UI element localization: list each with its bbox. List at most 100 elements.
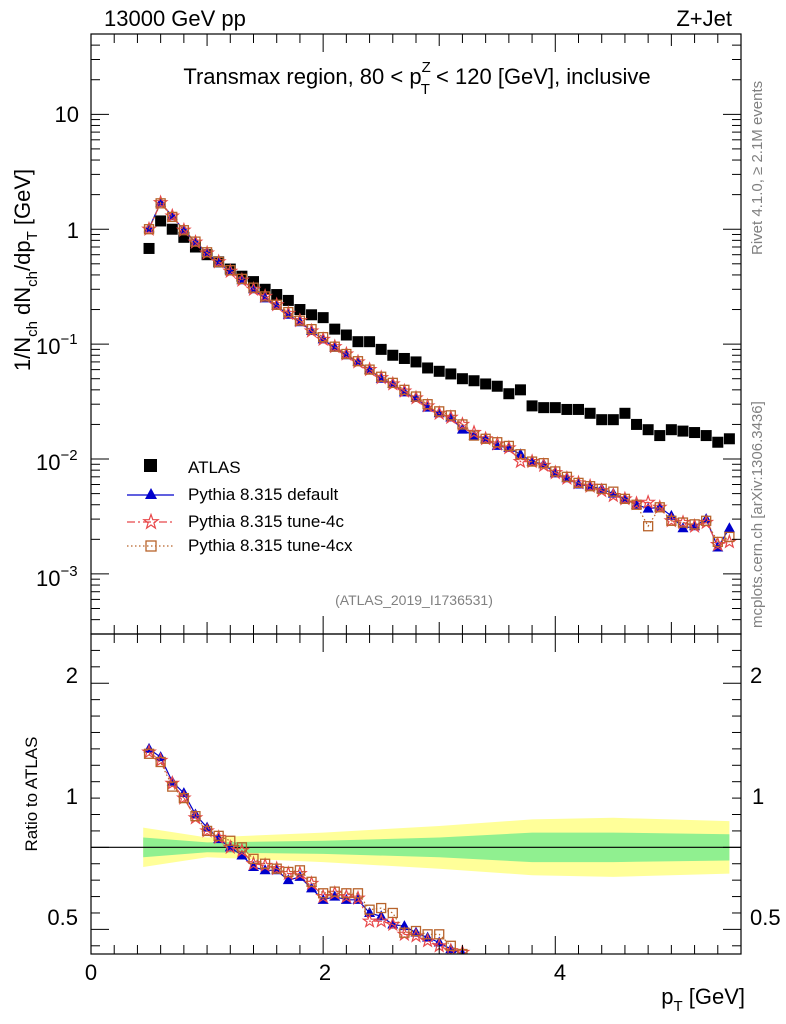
marker-atlas <box>677 425 689 437</box>
marker-pythia-8-315-tune-4cx <box>666 515 677 526</box>
x-label-2: 2 <box>319 960 331 985</box>
y-axis-label: 1/Nch dNch/dpT [GeV] <box>10 169 41 371</box>
ratio-line-pythia-8-315-tune-4c <box>148 751 463 953</box>
ratio-marker-pythia-8-315-default <box>282 874 294 885</box>
main-panel: Transmax region, 80 < pZ T < 120 [GeV], i… <box>10 33 742 635</box>
marker-pythia-8-315-tune-4cx <box>550 466 561 477</box>
marker-atlas <box>723 433 735 445</box>
marker-atlas <box>619 407 631 419</box>
marker-atlas <box>410 356 422 368</box>
marker-pythia-8-315-tune-4cx <box>724 531 735 543</box>
ratio-marker-pythia-8-315-default <box>306 882 318 893</box>
ratio-marker-pythia-8-315-tune-4cx <box>422 929 433 940</box>
x-axis-label: pT [GeV] <box>661 984 745 1015</box>
marker-atlas <box>433 365 445 377</box>
marker-atlas <box>166 223 178 235</box>
marker-pythia-8-315-tune-4cx <box>457 419 468 430</box>
marker-atlas <box>294 304 306 316</box>
legend: ATLAS Pythia 8.315 default Pythia 8.315 … <box>127 458 353 555</box>
marker-atlas <box>468 375 480 387</box>
marker-atlas <box>189 241 201 253</box>
marker-atlas <box>712 436 724 448</box>
marker-pythia-8-315-tune-4cx <box>573 477 584 489</box>
y-label-1e-1: 10−1 <box>36 331 78 359</box>
legend-label-tune4cx: Pythia 8.315 tune-4cx <box>188 536 353 555</box>
marker-pythia-8-315-tune-4cx <box>399 384 410 395</box>
marker-atlas <box>573 403 584 415</box>
ratio-marker-pythia-8-315-tune-4cx <box>352 888 364 899</box>
marker-atlas <box>584 407 596 419</box>
ratio-marker-pythia-8-315-tune-4c <box>373 912 390 928</box>
ratio-marker-pythia-8-315-tune-4cx <box>399 927 410 938</box>
marker-pythia-8-315-tune-4cx <box>712 536 723 548</box>
marker-atlas <box>689 427 701 439</box>
ratio-y-label-2-right: 2 <box>750 663 762 688</box>
marker-pythia-8-315-tune-4cx <box>434 406 445 417</box>
ratio-marker-pythia-8-315-tune-4cx <box>283 866 294 878</box>
marker-atlas <box>480 378 492 390</box>
marker-pythia-8-315-tune-4cx <box>701 515 712 526</box>
marker-pythia-8-315-tune-4cx <box>654 502 665 513</box>
marker-atlas <box>491 380 503 392</box>
marker-pythia-8-315-tune-4cx <box>167 211 178 223</box>
marker-pythia-8-315-tune-4cx <box>190 236 201 247</box>
ratio-marker-pythia-8-315-tune-4cx <box>445 940 456 951</box>
y-label-1e-2: 10−2 <box>36 447 78 475</box>
marker-atlas <box>271 289 283 301</box>
legend-label-tune4c: Pythia 8.315 tune-4c <box>188 512 344 531</box>
ratio-marker-pythia-8-315-tune-4cx <box>225 835 236 846</box>
side-rivet-info: Rivet 4.1.0, ≥ 2.1M events <box>749 81 766 255</box>
ratio-line-pythia-8-315-tune-4cx <box>148 753 463 954</box>
ratio-panel: 2 1 0.5 2 1 0.5 Ratio to ATLAS 0 2 4 pT … <box>22 633 781 1015</box>
marker-pythia-8-315-tune-4cx <box>143 224 155 235</box>
marker-pythia-8-315-tune-4cx <box>503 440 515 452</box>
ratio-marker-pythia-8-315-tune-4cx <box>294 865 306 876</box>
marker-atlas <box>607 414 619 426</box>
marker-pythia-8-315-tune-4cx <box>364 364 375 375</box>
ratio-marker-pythia-8-315-tune-4cx <box>143 748 155 759</box>
marker-atlas <box>642 424 654 436</box>
ratio-marker-pythia-8-315-default <box>259 864 271 875</box>
legend-marker-atlas <box>144 459 157 472</box>
plot-title: Transmax region, 80 < pZ T < 120 [GeV], i… <box>183 59 650 98</box>
marker-atlas <box>631 418 643 430</box>
marker-pythia-8-315-tune-4cx <box>526 456 538 467</box>
ratio-marker-pythia-8-315-tune-4cx <box>376 902 387 914</box>
marker-atlas <box>503 388 515 400</box>
ratio-marker-pythia-8-315-tune-4cx <box>341 888 352 899</box>
marker-pythia-8-315-tune-4cx <box>225 265 236 276</box>
marker-atlas <box>282 294 294 306</box>
ratio-marker-pythia-8-315-tune-4cx <box>329 886 340 897</box>
marker-atlas <box>352 336 364 348</box>
marker-atlas <box>422 362 434 374</box>
title-sub: T <box>421 81 430 98</box>
marker-atlas <box>317 312 329 324</box>
marker-pythia-8-315-tune-4cx <box>248 282 259 293</box>
marker-pythia-8-315-tune-4cx <box>480 433 491 444</box>
legend-label-default: Pythia 8.315 default <box>188 485 339 504</box>
marker-atlas <box>398 352 410 364</box>
marker-pythia-8-315-tune-4cx <box>596 483 607 495</box>
ratio-y-label-2-left: 2 <box>66 663 78 688</box>
marker-pythia-8-315-tune-4cx <box>213 256 224 267</box>
marker-atlas <box>340 329 352 341</box>
ratio-y-label-1-right: 1 <box>752 784 764 809</box>
y-label-10: 10 <box>55 102 79 127</box>
header-left: 13000 GeV pp <box>104 6 246 31</box>
y-label-1e-3: 10−3 <box>36 563 78 591</box>
legend-marker-default <box>145 488 157 499</box>
ratio-marker-pythia-8-315-tune-4cx <box>364 904 375 915</box>
ratio-marker-pythia-8-315-tune-4cx <box>410 925 422 937</box>
marker-pythia-8-315-tune-4cx <box>329 341 340 352</box>
marker-pythia-8-315-default <box>607 487 619 498</box>
marker-pythia-8-315-tune-4cx <box>561 471 573 482</box>
ratio-marker-pythia-8-315-tune-4cx <box>167 781 178 792</box>
ratio-line-pythia-8-315-default <box>148 748 463 954</box>
ratio-clipped-layer <box>141 742 471 954</box>
main-axis-ticks <box>90 33 742 635</box>
marker-pythia-8-315-tune-4cx <box>271 299 282 310</box>
marker-atlas <box>155 215 167 227</box>
marker-pythia-8-315-tune-4cx <box>619 493 631 505</box>
y-label-1: 1 <box>67 218 79 243</box>
ratio-axis-ticks <box>90 634 742 954</box>
